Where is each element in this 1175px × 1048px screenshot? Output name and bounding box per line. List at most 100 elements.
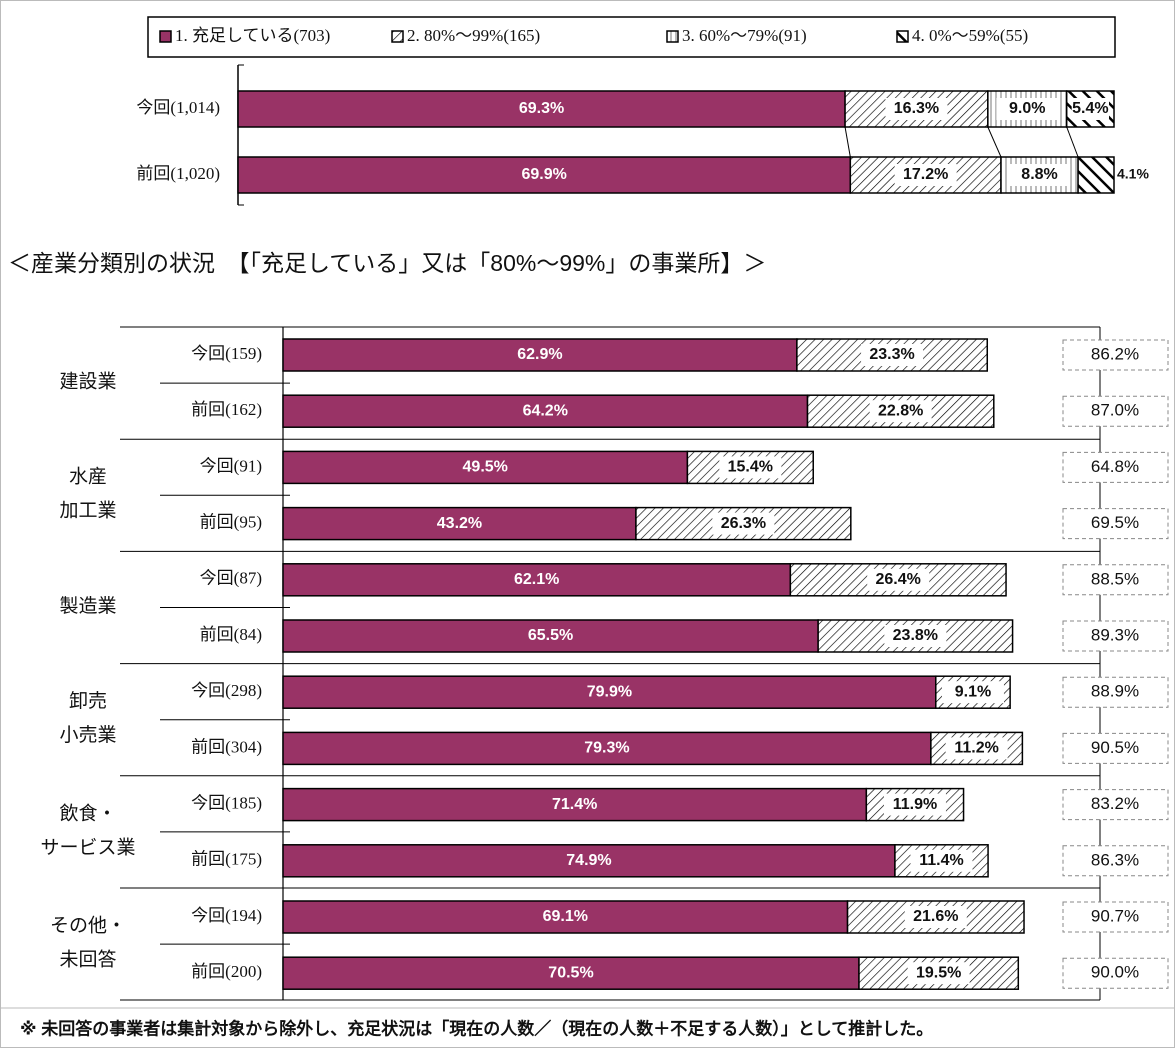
value-label: 11.2% [954,740,998,757]
bar-segment [282,394,809,428]
footnote: ※ 未回答の事業者は集計対象から除外し、充足状況は「現在の人数／（現在の人数＋不… [20,1018,933,1038]
value-label-bg [894,164,957,186]
legend-swatch [666,30,679,43]
total-label: 83.2% [1091,794,1139,813]
total-box [1062,339,1169,371]
value-label-bg [712,512,775,535]
group-label: 小売業 [59,724,116,746]
value-label: 4.1% [1117,166,1149,182]
group-label: サービス業 [40,836,135,858]
y-tick-label: 今回(185) [191,794,262,813]
value-label: 9.1% [955,683,991,700]
bar-segment [282,506,637,541]
group-label: 未回答 [59,948,116,970]
group-label: 水産 [69,466,107,488]
group-label: 加工業 [59,500,116,522]
bar-segment [237,90,846,128]
value-label-bg [867,568,930,591]
value-label: 5.4% [1072,100,1108,117]
value-label: 21.6% [913,908,958,925]
total-box [1062,564,1169,596]
value-label: 11.4% [919,852,963,869]
group-label: 飲食・ [59,802,116,824]
value-label: 62.9% [517,346,562,363]
value-label-bg [719,456,782,479]
group-label: その他・ [50,914,126,936]
value-label: 26.3% [721,515,766,532]
value-label: 70.5% [548,964,593,981]
total-label: 90.5% [1091,738,1139,757]
value-label: 17.2% [903,166,948,183]
section-title: ＜産業分類別の状況 【「充足している」又は「80%～99%」の事業所】＞ [8,250,766,276]
value-label: 69.9% [521,166,566,183]
total-label: 89.3% [1091,625,1139,644]
legend-box [147,16,1116,58]
total-box [1062,395,1169,427]
bar-segment [237,156,852,194]
total-box [1062,676,1169,708]
y-tick-label: 前回(95) [200,513,262,532]
value-label: 69.1% [543,908,588,925]
legend-label: 4. 0%～59%(55) [912,26,1028,45]
value-label-bg [941,681,1004,704]
value-label-bg [1071,98,1109,120]
value-label: 65.5% [528,627,573,644]
total-box [1062,508,1169,540]
value-label-bg [883,793,946,816]
value-label-bg [1008,164,1071,186]
value-label: 79.9% [587,683,632,700]
bar-segment [282,338,798,372]
value-label: 69.3% [519,100,564,117]
total-label: 87.0% [1091,401,1139,420]
value-label-bg [945,737,1008,760]
connector [987,126,1002,158]
value-label: 62.1% [514,571,559,588]
group-label: 製造業 [59,595,116,617]
value-label: 19.5% [916,964,961,981]
group-label: 建設業 [59,370,116,392]
y-tick-label: 前回(1,020) [136,164,220,183]
value-label-bg [907,962,970,985]
total-box [1062,957,1169,989]
value-label-bg [861,344,924,366]
total-box [1062,451,1169,483]
legend-label: 2. 80%～99%(165) [407,26,540,45]
value-label-bg [884,625,947,647]
value-label: 26.4% [876,571,921,588]
legend-swatch [159,30,172,43]
value-label: 8.8% [1021,166,1057,183]
bar-segment [1077,156,1115,194]
legend-label: 3. 60%～79%(91) [682,26,807,45]
y-tick-label: 前回(162) [191,400,262,419]
connector [1066,126,1079,158]
y-tick-label: 今回(159) [191,344,262,363]
y-tick-label: 前回(304) [191,737,262,756]
total-label: 90.7% [1091,906,1139,925]
value-label-bg [885,98,948,120]
total-box [1062,789,1169,821]
bar-segment [282,900,849,934]
value-label: 23.8% [893,627,938,644]
bar-segment [282,731,932,766]
value-label: 74.9% [566,852,611,869]
total-label: 86.2% [1091,344,1139,363]
value-label-bg [904,906,967,928]
bar-segment [282,619,819,653]
total-label: 88.5% [1091,569,1139,588]
bar-segment [282,956,860,990]
total-box [1062,845,1169,877]
value-label: 11.9% [893,796,937,813]
y-tick-label: 今回(87) [200,569,262,588]
total-box [1062,732,1169,764]
legend-swatch [391,30,404,43]
y-tick-label: 今回(1,014) [136,98,220,117]
value-label: 43.2% [437,515,482,532]
value-label: 79.3% [584,740,629,757]
group-label: 卸売 [69,690,107,712]
total-label: 90.0% [1091,963,1139,982]
y-tick-label: 今回(91) [200,456,262,475]
value-label: 49.5% [463,459,508,476]
value-label: 71.4% [552,796,597,813]
value-label-bg [910,849,973,872]
